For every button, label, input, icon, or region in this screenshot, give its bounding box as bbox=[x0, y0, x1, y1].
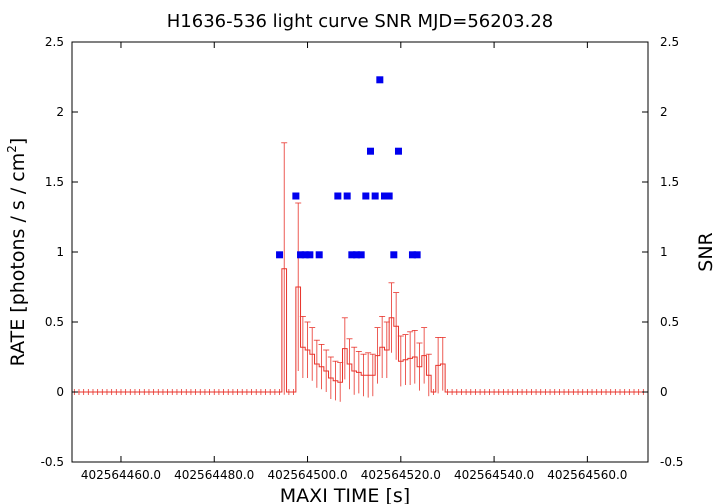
rate-point bbox=[337, 362, 344, 402]
snr-point bbox=[315, 251, 323, 259]
chart-title: H1636-536 light curve SNR MJD=56203.28 bbox=[167, 11, 553, 32]
snr-point bbox=[357, 251, 365, 259]
rate-point bbox=[346, 338, 353, 390]
snr-point bbox=[413, 251, 421, 259]
rate-point bbox=[299, 315, 306, 378]
x-axis-ticks: 402564460.0 402564480.0 402564500.0 4025645… bbox=[81, 42, 627, 482]
rate-point bbox=[402, 334, 409, 385]
rate-point bbox=[309, 327, 316, 381]
y-tick-label: 2 bbox=[56, 105, 64, 119]
rate-step-line bbox=[72, 268, 646, 393]
y-tick-label: 0 bbox=[56, 385, 64, 399]
rate-point bbox=[295, 202, 302, 371]
y2-tick-label: 0.5 bbox=[660, 315, 679, 329]
y2-tick-label: 1.5 bbox=[660, 175, 679, 189]
y2-axis-label: SNR bbox=[695, 232, 717, 271]
rate-point bbox=[379, 315, 386, 378]
rate-point bbox=[383, 321, 390, 378]
y2-tick-label: -0.5 bbox=[660, 455, 683, 469]
rate-point bbox=[425, 353, 432, 397]
snr-point bbox=[306, 251, 314, 259]
rate-point bbox=[332, 360, 339, 401]
snr-point bbox=[385, 192, 393, 200]
x-tick-label: 402564480.0 bbox=[174, 468, 254, 482]
rate-point bbox=[313, 339, 320, 388]
snr-point bbox=[390, 251, 398, 259]
x-axis-label: MAXI TIME [s] bbox=[280, 485, 410, 504]
rate-point bbox=[360, 353, 367, 397]
y-tick-label: 1.5 bbox=[45, 175, 64, 189]
y-tick-label: 2.5 bbox=[45, 35, 64, 49]
x-tick-label: 402564540.0 bbox=[454, 468, 534, 482]
snr-point bbox=[376, 76, 384, 84]
rate-point bbox=[393, 292, 400, 360]
x-tick-label: 402564520.0 bbox=[361, 468, 441, 482]
x-tick-label: 402564560.0 bbox=[547, 468, 627, 482]
rate-point bbox=[421, 327, 428, 384]
snr-point bbox=[353, 251, 361, 259]
rate-point bbox=[304, 321, 311, 378]
rate-point bbox=[416, 342, 423, 391]
y-axis-label-close: ] bbox=[7, 138, 29, 145]
rate-point bbox=[411, 329, 418, 384]
y2-tick-label: 2.5 bbox=[660, 35, 679, 49]
snr-point bbox=[348, 251, 356, 259]
snr-point bbox=[343, 192, 351, 200]
snr-point bbox=[301, 251, 309, 259]
snr-point bbox=[276, 251, 284, 259]
snr-point bbox=[371, 192, 379, 200]
rate-point bbox=[369, 353, 376, 397]
snr-point bbox=[394, 147, 402, 155]
y2-tick-label: 2 bbox=[660, 105, 668, 119]
rate-point bbox=[327, 356, 334, 399]
y-tick-label: 1 bbox=[56, 245, 64, 259]
snr-series bbox=[276, 76, 421, 259]
snr-point bbox=[362, 192, 370, 200]
snr-point bbox=[292, 192, 300, 200]
rate-point bbox=[397, 335, 404, 387]
rate-point bbox=[355, 350, 362, 394]
y2-axis-ticks: -0.5 0 0.5 1 1.5 2 2.5 bbox=[642, 35, 683, 469]
snr-point bbox=[366, 147, 374, 155]
x-tick-label: 402564460.0 bbox=[81, 468, 161, 482]
rate-point bbox=[439, 336, 446, 391]
snr-point bbox=[334, 192, 342, 200]
rate-point bbox=[374, 327, 381, 384]
rate-point bbox=[351, 346, 358, 395]
snr-point bbox=[408, 251, 416, 259]
y2-tick-label: 0 bbox=[660, 385, 668, 399]
y-axis-label-superscript: 2 bbox=[5, 145, 19, 153]
rate-point bbox=[281, 142, 288, 395]
snr-point bbox=[297, 251, 305, 259]
snr-point bbox=[380, 192, 388, 200]
y-tick-label: -0.5 bbox=[41, 455, 64, 469]
rate-point bbox=[407, 331, 414, 385]
y2-tick-label: 1 bbox=[660, 245, 668, 259]
rate-point bbox=[323, 349, 330, 392]
rate-point bbox=[341, 317, 348, 380]
y-axis-label-text: RATE [photons / s / cm bbox=[7, 153, 29, 367]
rate-point bbox=[318, 343, 325, 390]
x-tick-label: 402564500.0 bbox=[267, 468, 347, 482]
rate-point bbox=[365, 352, 372, 398]
y-axis-ticks: -0.5 0 0.5 1 1.5 2 2.5 bbox=[41, 35, 78, 469]
y-tick-label: 0.5 bbox=[45, 315, 64, 329]
rate-series bbox=[72, 142, 646, 402]
rate-point bbox=[388, 282, 395, 353]
y-axis-label: RATE [photons / s / cm2] bbox=[5, 138, 29, 367]
